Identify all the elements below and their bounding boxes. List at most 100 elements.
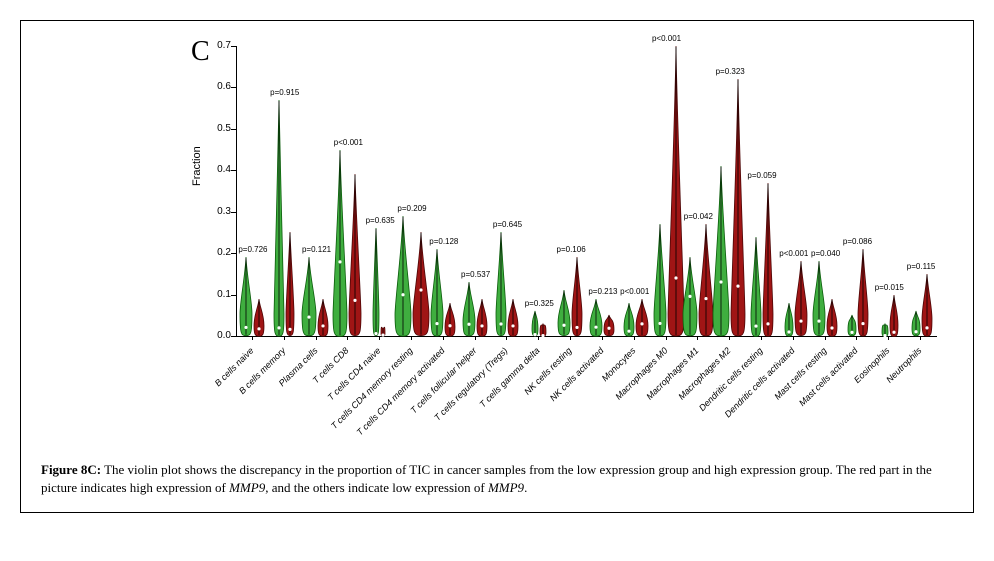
ytick-mark	[231, 295, 236, 296]
violin-high	[890, 295, 898, 336]
ytick-label: 0.3	[201, 206, 231, 217]
xtick-mark	[697, 336, 698, 340]
violin-low	[654, 224, 666, 336]
xtick-mark	[634, 336, 635, 340]
pvalue-label: p=0.040	[811, 249, 840, 258]
violin-low	[683, 257, 697, 336]
ytick-label: 0.4	[201, 164, 231, 175]
pvalue-label: p=0.635	[366, 216, 395, 225]
pvalue-label: p=0.915	[270, 88, 299, 97]
violin-low	[373, 228, 379, 336]
violin-low	[624, 303, 634, 336]
violin-high	[349, 174, 361, 336]
xtick-mark	[443, 336, 444, 340]
figure-caption: Figure 8C: The violin plot shows the dis…	[41, 461, 953, 497]
pvalue-label: p=0.121	[302, 245, 331, 254]
violin-low	[532, 311, 538, 336]
pvalue-label: p=0.213	[588, 287, 617, 296]
violin-high	[922, 274, 932, 336]
caption-mmp9b: MMP9	[488, 480, 524, 495]
caption-body2: , and the others indicate low expression…	[265, 480, 488, 495]
violin-high	[731, 79, 745, 336]
violin-high	[413, 232, 429, 336]
ytick-mark	[231, 336, 236, 337]
xtick-mark	[284, 336, 285, 340]
xtick-mark	[538, 336, 539, 340]
pvalue-label: p=0.115	[907, 262, 936, 271]
caption-mmp9a: MMP9	[229, 480, 265, 495]
violin-high	[604, 315, 614, 336]
xtick-mark	[379, 336, 380, 340]
xtick-mark	[666, 336, 667, 340]
violin-low	[395, 216, 411, 336]
violin-high	[508, 299, 518, 336]
violin-high	[636, 299, 648, 336]
chart-wrap: C Fraction p=0.726p=0.915p=0.121p<0.001p…	[41, 31, 953, 451]
xtick-mark	[761, 336, 762, 340]
violin-low	[882, 324, 888, 336]
pvalue-label: p=0.726	[238, 245, 267, 254]
pvalue-label: p<0.001	[620, 287, 649, 296]
violin-low	[240, 257, 252, 336]
xtick-mark	[411, 336, 412, 340]
ytick-label: 0.5	[201, 123, 231, 134]
pvalue-label: p=0.209	[397, 204, 426, 213]
ytick-mark	[231, 253, 236, 254]
violin-high	[445, 303, 455, 336]
violin-high	[286, 232, 294, 336]
xtick-mark	[475, 336, 476, 340]
violin-high	[795, 261, 807, 336]
violin-high	[477, 299, 487, 336]
violin-high	[699, 224, 713, 336]
pvalue-label: p=0.325	[525, 299, 554, 308]
ytick-label: 0.7	[201, 40, 231, 51]
pvalue-label: p=0.128	[429, 237, 458, 246]
violin-low	[713, 166, 729, 336]
violin-low	[912, 311, 920, 336]
xtick-mark	[252, 336, 253, 340]
pvalue-label: p=0.106	[557, 245, 586, 254]
caption-prefix: Figure 8C:	[41, 462, 101, 477]
plot-area: p=0.726p=0.915p=0.121p<0.001p=0.635p=0.2…	[236, 46, 937, 337]
violin-low	[333, 150, 347, 336]
violin-high	[858, 249, 868, 336]
violin-low	[785, 303, 793, 336]
violin-low	[431, 249, 443, 336]
ytick-mark	[231, 212, 236, 213]
violin-low	[751, 237, 761, 336]
violin-low	[848, 315, 856, 336]
pvalue-label: p=0.059	[747, 171, 776, 180]
violin-high	[381, 328, 385, 336]
violin-high	[540, 324, 546, 336]
xtick-mark	[888, 336, 889, 340]
violin-high	[668, 46, 684, 336]
xtick-mark	[920, 336, 921, 340]
violin-high	[763, 183, 773, 336]
xtick-mark	[347, 336, 348, 340]
pvalue-label: p=0.042	[684, 212, 713, 221]
violin-high	[254, 299, 264, 336]
pvalue-label: p=0.015	[875, 283, 904, 292]
pvalue-label: p=0.645	[493, 220, 522, 229]
pvalue-label: p<0.001	[652, 34, 681, 43]
violin-high	[318, 299, 328, 336]
xtick-mark	[506, 336, 507, 340]
violin-low	[558, 290, 570, 336]
pvalue-label: p=0.537	[461, 270, 490, 279]
xtick-mark	[316, 336, 317, 340]
violin-low	[496, 232, 506, 336]
violin-low	[813, 261, 825, 336]
ytick-mark	[231, 46, 236, 47]
pvalue-label: p=0.323	[716, 67, 745, 76]
ytick-mark	[231, 129, 236, 130]
pvalue-label: p=0.086	[843, 237, 872, 246]
xtick-mark	[602, 336, 603, 340]
ytick-label: 0.6	[201, 81, 231, 92]
caption-body3: .	[524, 480, 527, 495]
violin-low	[463, 282, 475, 336]
ytick-label: 0.1	[201, 289, 231, 300]
xtick-mark	[729, 336, 730, 340]
violin-high	[572, 257, 582, 336]
xtick-mark	[570, 336, 571, 340]
xtick-mark	[793, 336, 794, 340]
